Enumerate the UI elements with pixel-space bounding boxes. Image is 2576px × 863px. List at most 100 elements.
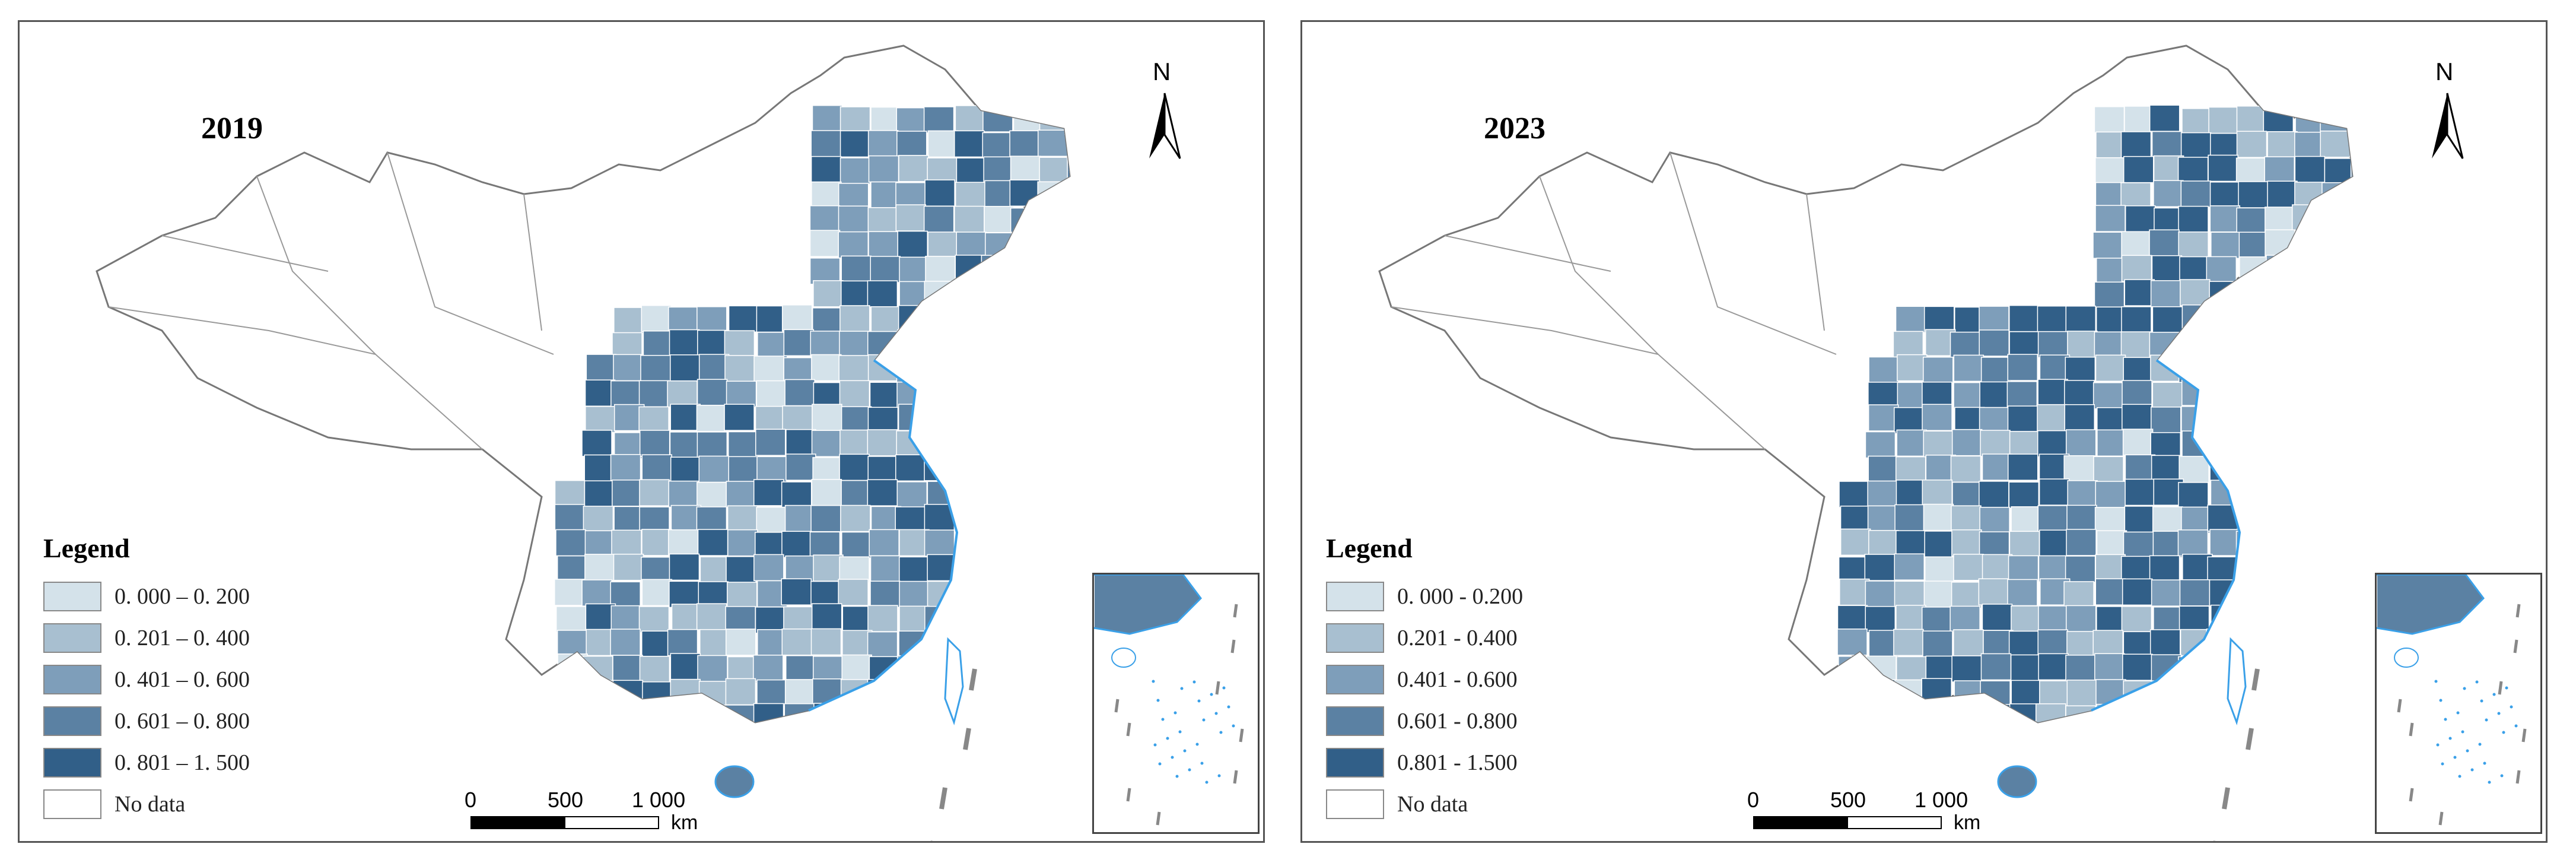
inset-island-dot [1197, 699, 1201, 703]
legend-label: No data [1397, 792, 1468, 817]
region-cell [2121, 255, 2152, 283]
region-cell [1039, 630, 1070, 657]
region-cell [1010, 679, 1042, 706]
region-cell [2152, 506, 2183, 534]
region-cell [2292, 655, 2323, 683]
region-cell [2095, 481, 2126, 508]
region-cell [1040, 205, 1070, 233]
region-cell [924, 281, 955, 308]
region-cell [756, 506, 787, 534]
region-cell [2349, 354, 2352, 382]
region-cell [1071, 529, 1101, 556]
inset-island-dot [2478, 743, 2482, 746]
region-cell [1979, 306, 2009, 333]
region-cell [867, 130, 899, 157]
region-cell [642, 681, 673, 709]
region-cell [1864, 704, 1895, 722]
region-cell [1066, 207, 1070, 235]
region-cell [2349, 230, 2352, 257]
inset-island-dot [2514, 724, 2518, 728]
region-cell [2095, 578, 2126, 605]
region-cell [1864, 554, 1896, 581]
region-cell [2152, 306, 2183, 334]
region-cell [1009, 505, 1040, 532]
region-cell [2122, 578, 2153, 606]
region-cell [2122, 429, 2154, 456]
inset-boundary-dash [2397, 699, 2402, 713]
region-cell [1011, 580, 1042, 607]
region-cell [2294, 529, 2326, 557]
region-cell [1012, 405, 1043, 432]
region-cell [1923, 357, 1954, 384]
region-cell [753, 554, 784, 582]
region-cell [2064, 380, 2095, 407]
inset-boundary-dash [1126, 788, 1131, 802]
region-cell [982, 132, 1013, 160]
inset-island-dot [1195, 743, 1199, 746]
inset-boundary-dash [1233, 604, 1238, 618]
region-cell [2291, 680, 2323, 707]
region-cell [2178, 231, 2209, 259]
region-cell [2063, 581, 2094, 608]
region-cell [867, 605, 898, 632]
region-cell [810, 130, 841, 157]
region-cell [2353, 255, 2383, 281]
region-cell [2263, 706, 2294, 722]
region-cell [756, 679, 787, 707]
region-cell [2150, 354, 2181, 382]
region-cell [953, 381, 984, 408]
region-cell [2320, 205, 2351, 233]
region-cell [982, 380, 1013, 408]
region-cell [813, 554, 844, 582]
region-cell [2234, 429, 2266, 456]
region-cell [924, 405, 956, 433]
north-arrow: N [2424, 58, 2471, 170]
region-cell [2092, 630, 2123, 657]
region-cell [2349, 307, 2352, 335]
inset-island-dot [2505, 686, 2508, 690]
region-cell [812, 404, 842, 431]
legend-item: 0.401 - 0.600 [1326, 659, 1523, 700]
inset-map [2377, 575, 2527, 826]
region-cell [1867, 505, 1898, 533]
region-cell [841, 280, 872, 308]
scale-bar-white [1847, 816, 1942, 829]
region-cell [2150, 280, 2181, 307]
region-cell [2323, 605, 2352, 633]
legend-label: 0. 601 – 0. 800 [115, 709, 250, 734]
inset-island-dot [2448, 737, 2452, 740]
region-cell [896, 430, 927, 458]
region-cell [2149, 629, 2181, 656]
scale-bar-black [1753, 816, 1848, 829]
region-cell [2234, 404, 2265, 432]
region-cell [2092, 231, 2123, 259]
region-cell [867, 631, 898, 659]
map-panel-2023: 2023 N Legend 0. 000 - 0.200 0.201 - 0.40… [1300, 20, 2548, 843]
region-cell [1922, 630, 1953, 658]
legend-swatch [43, 665, 101, 694]
region-cell [954, 205, 985, 233]
region-cell [1009, 555, 1039, 583]
region-cell [584, 680, 615, 707]
region-cell [870, 106, 901, 134]
region-cell [2263, 478, 2294, 506]
region-cell [2149, 332, 2180, 359]
region-cell [2151, 255, 2183, 283]
region-cell [1010, 281, 1042, 309]
region-cell [2096, 703, 2127, 722]
province-boundary [387, 152, 554, 355]
region-cell [638, 380, 670, 408]
region-cell [841, 531, 872, 559]
region-cell [583, 506, 614, 533]
region-cell [781, 628, 813, 656]
legend-item: No data [1326, 783, 1523, 825]
region-cell [2121, 231, 2152, 259]
inset-island-dot [2485, 718, 2488, 722]
region-cell [2320, 655, 2352, 683]
region-cell [982, 430, 1014, 457]
region-cell [2180, 180, 2212, 208]
region-cell [1894, 504, 1925, 532]
sea-boundary-dash [2222, 787, 2230, 810]
region-cell [724, 705, 755, 722]
region-cell [2010, 654, 2041, 682]
